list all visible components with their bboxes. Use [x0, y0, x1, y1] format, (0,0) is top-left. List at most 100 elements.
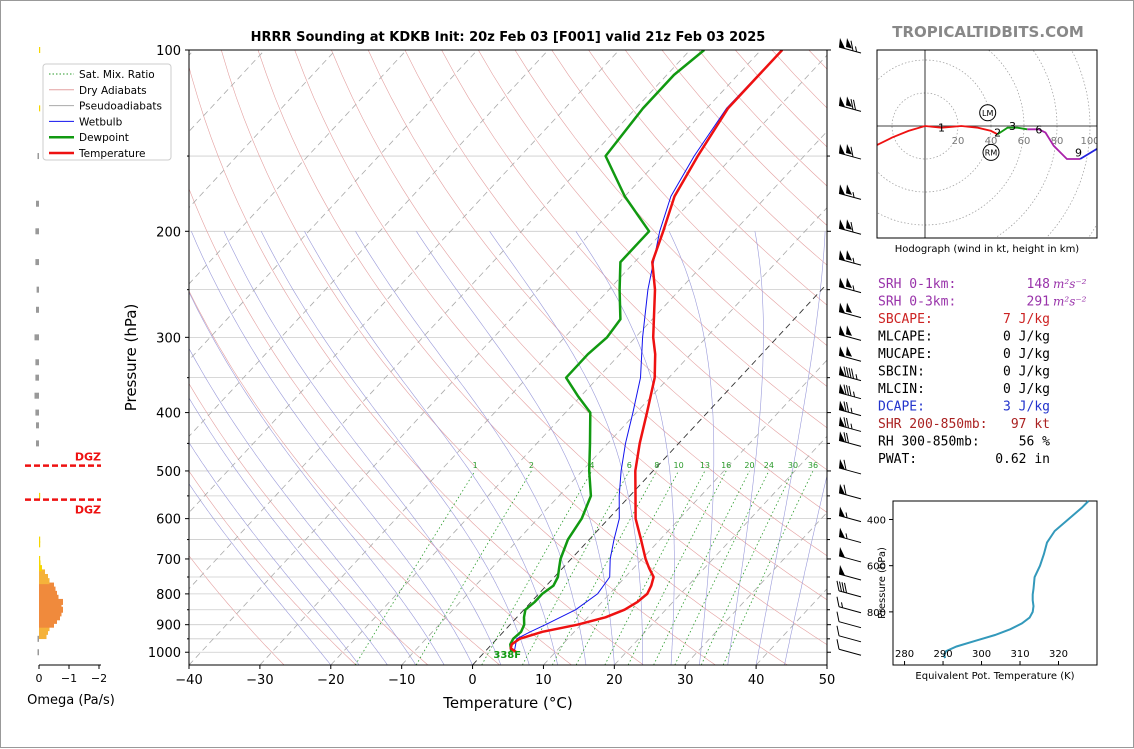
x-tick-label: 30	[677, 673, 694, 688]
y-tick-label: 700	[156, 553, 181, 568]
barb-flag	[839, 184, 845, 195]
isotherm-line	[260, 50, 832, 665]
index-value: 0 J/kg	[1003, 330, 1050, 345]
wind-barbs	[837, 38, 861, 655]
storm-motion-label: RM	[985, 148, 998, 157]
mixing-ratio-line	[675, 471, 769, 665]
barb-flag	[846, 278, 852, 289]
theta-e-x-label: 280	[895, 649, 914, 660]
legend-entry: Temperature	[78, 148, 146, 160]
omega-bar	[36, 201, 39, 207]
barb-staff	[839, 622, 861, 628]
barb-staff	[839, 591, 861, 597]
barb-flag	[839, 547, 845, 558]
y-axis-label: Pressure (hPa)	[122, 304, 140, 412]
barb-flag	[839, 346, 845, 357]
pseudoadiabat	[162, 231, 444, 665]
omega-tick-label: −1	[61, 672, 77, 685]
barb-full	[837, 612, 839, 622]
barb-full	[851, 99, 853, 109]
mixing-ratio-line	[522, 471, 629, 665]
omega-bar	[37, 287, 39, 293]
barb-flag	[846, 184, 852, 195]
pseudoadiabat	[416, 231, 614, 665]
wind-barb	[839, 459, 861, 474]
omega-bar	[39, 537, 40, 543]
barb-half	[851, 408, 852, 413]
barb-staff	[839, 574, 861, 580]
dry-adiabat	[148, 50, 572, 665]
mixing-ratio-label: 1	[473, 461, 478, 470]
omega-bar	[35, 259, 39, 265]
y-tick-label: 200	[156, 225, 181, 240]
index-label: PWAT:	[878, 452, 917, 467]
chart-title: HRRR Sounding at KDKB Init: 20z Feb 03 […	[251, 30, 766, 45]
index-value: 0 J/kg	[1003, 365, 1050, 380]
index-label: MUCAPE:	[878, 347, 933, 362]
hodo-caption: Hodograph (wind in kt, height in km)	[895, 244, 1080, 255]
pseudoadiabat	[112, 231, 388, 665]
wind-barb	[839, 144, 861, 159]
omega-bar	[35, 359, 39, 365]
omega-axis-label: Omega (Pa/s)	[27, 693, 115, 708]
barb-flag	[839, 144, 845, 155]
barb-staff	[839, 493, 861, 499]
omega-bar	[35, 393, 40, 399]
index-value: 291	[1027, 295, 1050, 310]
x-tick-label: −10	[388, 673, 415, 688]
legend-entry: Sat. Mix. Ratio	[79, 69, 155, 81]
index-label: SRH 0-3km:	[878, 295, 956, 310]
theta-e-frame	[893, 501, 1097, 665]
barb-full	[849, 368, 851, 378]
index-unit: m²s⁻²	[1053, 295, 1087, 309]
dgz-label: DGZ	[75, 451, 101, 464]
index-label: SBCIN:	[878, 365, 925, 380]
barb-flag	[846, 325, 852, 336]
wind-barb	[839, 384, 861, 399]
omega-tick-label: −2	[91, 672, 107, 685]
omega-bar	[36, 307, 39, 313]
pseudoadiabat	[191, 231, 472, 665]
mixing-ratio-label: 36	[808, 461, 818, 470]
barb-full	[851, 41, 853, 51]
index-label: SBCAPE:	[878, 312, 933, 327]
barb-full	[847, 402, 849, 412]
omega-bar	[35, 410, 39, 416]
omega-bar	[38, 636, 40, 642]
mixing-ratio-label: 8	[654, 461, 659, 470]
x-axis-label: Temperature (°C)	[442, 694, 572, 712]
dgz-label: DGZ	[75, 504, 101, 517]
legend-entry: Pseudoadiabats	[79, 101, 162, 113]
wind-barb	[839, 303, 861, 318]
hodo-height-label: 9	[1075, 146, 1082, 159]
barb-flag	[839, 325, 845, 336]
wind-barb	[839, 219, 861, 234]
x-tick-label: −40	[175, 673, 202, 688]
barb-half	[854, 392, 855, 397]
x-tick-label: −20	[317, 673, 344, 688]
x-tick-label: −30	[246, 673, 273, 688]
index-label: SRH 0-1km:	[878, 277, 956, 292]
mixing-ratio-line	[701, 471, 793, 665]
barb-full	[842, 582, 844, 592]
index-value: 56 %	[1019, 435, 1050, 450]
barb-full	[847, 385, 849, 395]
barb-full	[854, 100, 856, 110]
barb-full	[837, 597, 839, 607]
pseudoadiabat	[669, 231, 714, 665]
index-unit: m²s⁻²	[1053, 277, 1087, 291]
hodo-height-label: 1	[938, 122, 945, 135]
omega-bar	[39, 493, 40, 499]
mixing-ratio-label: 24	[764, 461, 774, 470]
omega-bar	[38, 649, 40, 655]
barb-half	[846, 533, 847, 538]
index-value: 7 J/kg	[1003, 312, 1050, 327]
hodo-height-label: 2	[994, 127, 1001, 140]
barb-half	[842, 602, 843, 607]
omega-bar	[39, 47, 40, 53]
brand-label: TROPICALTIDBITS.COM	[892, 23, 1084, 41]
